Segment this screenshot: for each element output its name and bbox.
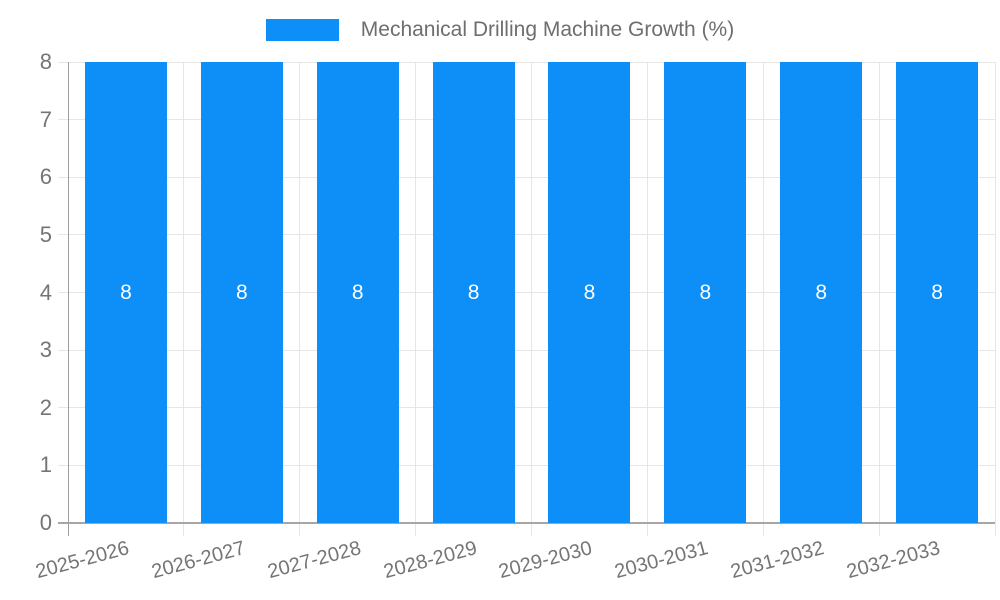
- bar[interactable]: 8: [664, 62, 747, 523]
- x-gridline: [994, 62, 996, 536]
- y-gridline: [58, 176, 995, 178]
- bar[interactable]: 8: [896, 62, 979, 523]
- y-gridline: [58, 61, 995, 63]
- bar[interactable]: 8: [316, 62, 399, 523]
- bar-value-label: 8: [699, 281, 712, 304]
- bar-value-label: 8: [583, 281, 596, 304]
- chart-legend: Mechanical Drilling Machine Growth (%): [0, 18, 1000, 42]
- y-axis-tick-label: 4: [39, 279, 52, 305]
- y-axis-line: [67, 62, 69, 536]
- bar-value-label: 8: [815, 281, 828, 304]
- legend-item-growth[interactable]: Mechanical Drilling Machine Growth (%): [265, 18, 735, 42]
- x-gridline: [415, 62, 417, 536]
- y-axis-tick-label: 2: [39, 394, 52, 420]
- x-gridline: [299, 62, 301, 536]
- y-axis-tick-label: 8: [39, 49, 52, 74]
- x-gridline: [762, 62, 764, 536]
- bar[interactable]: 8: [548, 62, 631, 523]
- bar-value-label: 8: [351, 281, 364, 304]
- bar-value-label: 8: [120, 281, 132, 304]
- y-axis-tick-label: 5: [39, 221, 52, 247]
- y-axis-tick-label: 1: [39, 452, 52, 478]
- x-gridline: [646, 62, 648, 536]
- y-axis-tick-label: 7: [39, 106, 52, 132]
- y-gridline: [58, 407, 995, 409]
- bar[interactable]: 8: [780, 62, 863, 523]
- y-gridline: [58, 234, 995, 236]
- legend-label: Mechanical Drilling Machine Growth (%): [360, 18, 735, 41]
- y-axis-tick-label: 6: [39, 164, 52, 190]
- bar-value-label: 8: [931, 281, 943, 304]
- y-axis-tick-label: 0: [39, 510, 52, 535]
- bar[interactable]: 8: [432, 62, 515, 523]
- x-gridline: [183, 62, 185, 536]
- x-axis-line: [58, 522, 995, 524]
- bar-value-label: 8: [235, 281, 248, 304]
- y-gridline: [58, 349, 995, 351]
- y-gridline: [58, 464, 995, 466]
- y-axis-tick-label: 3: [39, 337, 52, 363]
- legend-swatch: [265, 19, 339, 41]
- y-gridline: [58, 119, 995, 121]
- x-gridline: [878, 62, 880, 536]
- x-gridline: [531, 62, 532, 536]
- bar[interactable]: 8: [84, 62, 167, 523]
- bar-value-label: 8: [467, 281, 480, 304]
- y-gridline: [58, 292, 995, 293]
- bar[interactable]: 8: [200, 62, 283, 523]
